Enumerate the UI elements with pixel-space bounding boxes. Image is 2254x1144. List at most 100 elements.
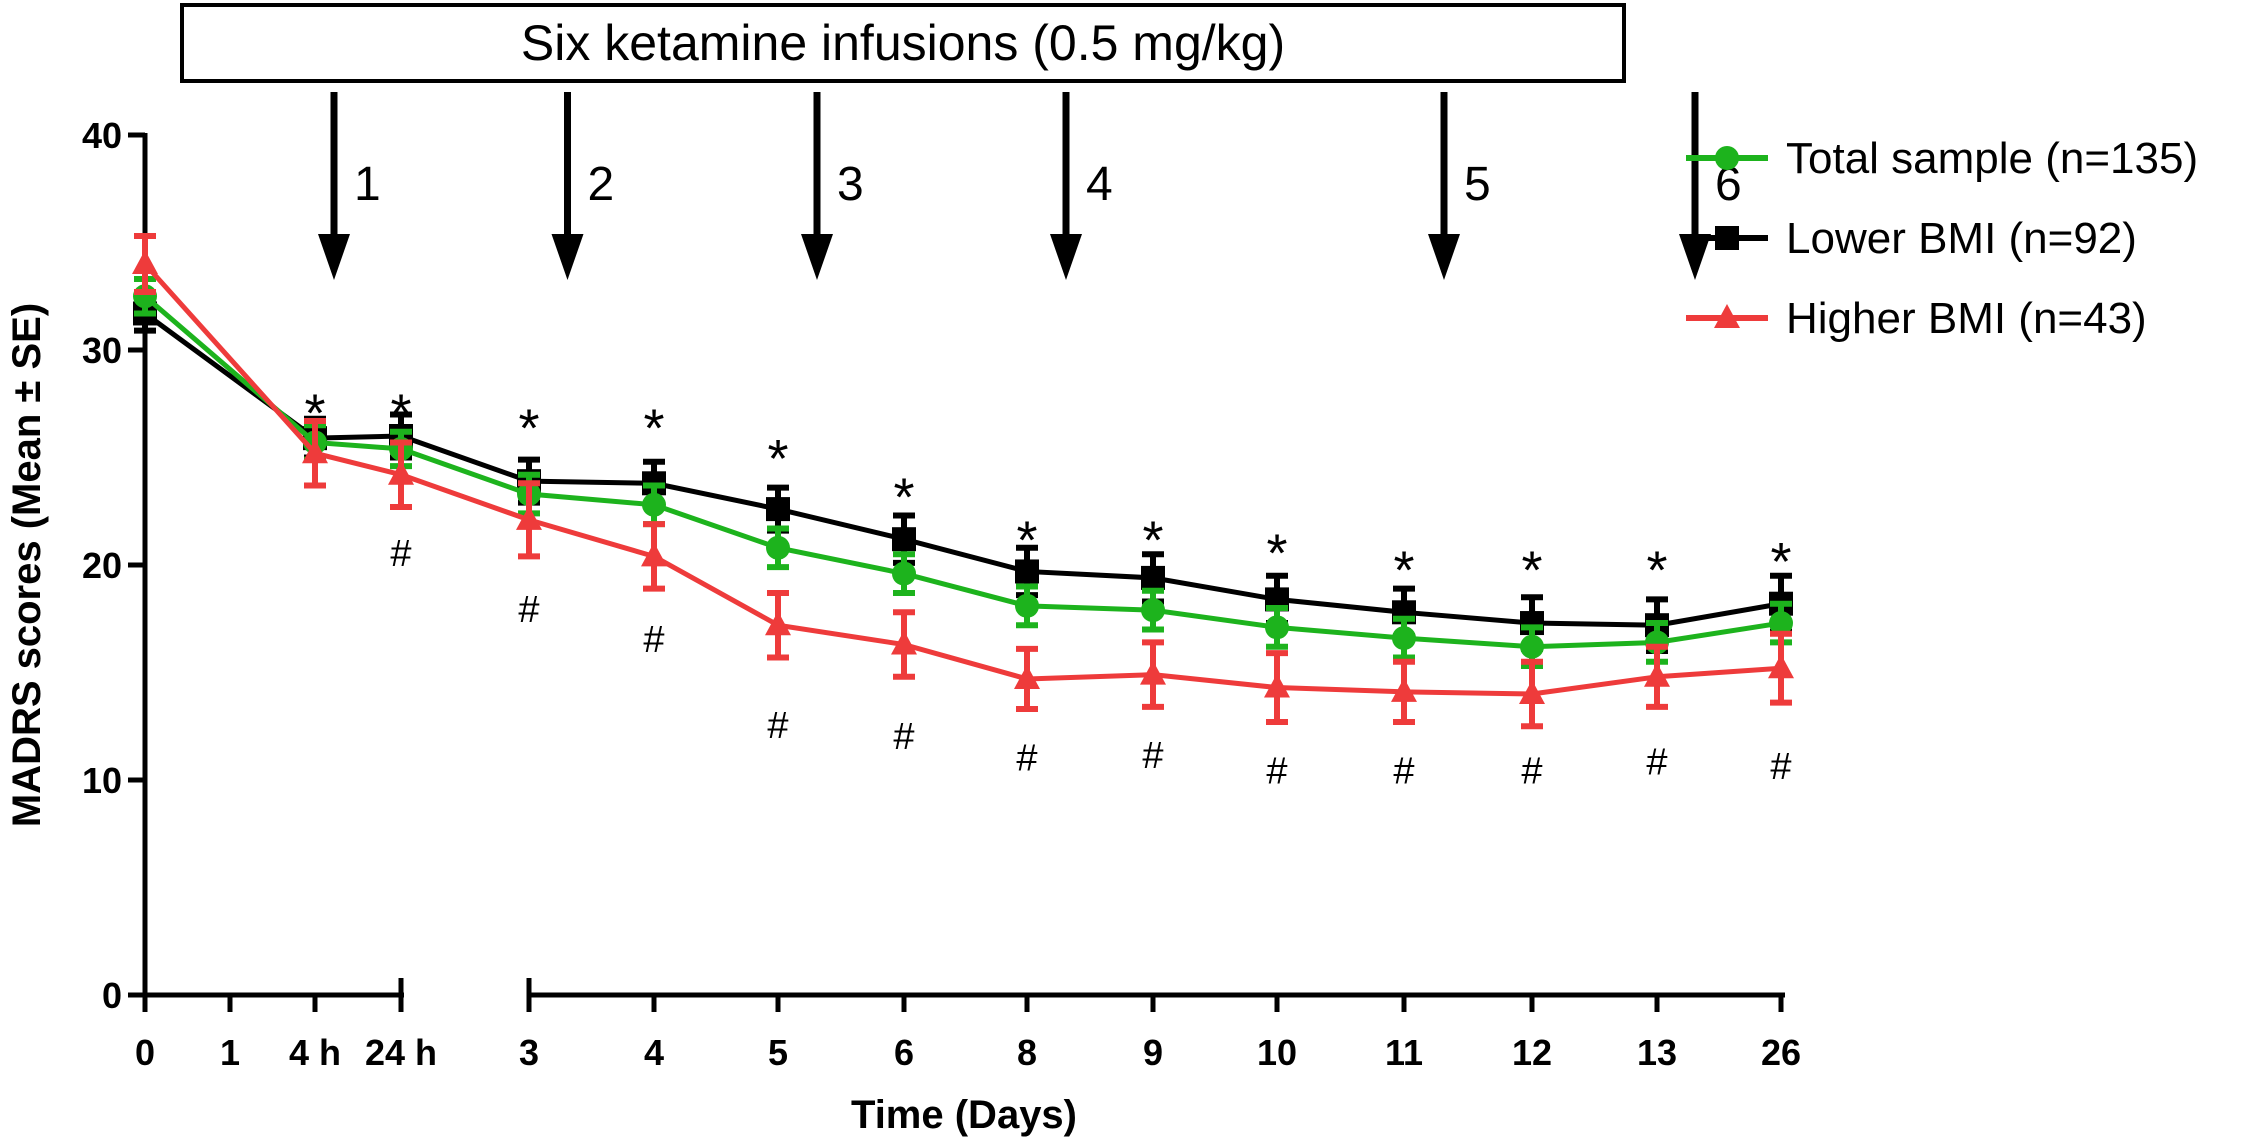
data-point xyxy=(1015,559,1039,584)
infusion-arrow-head xyxy=(551,234,584,280)
significance-asterisk: * xyxy=(304,384,325,444)
significance-hash: # xyxy=(1770,746,1791,788)
y-ticks: 0 10 20 30 40 xyxy=(82,115,145,1016)
data-point xyxy=(132,250,158,274)
significance-hash: # xyxy=(1521,750,1542,792)
data-point xyxy=(642,492,666,517)
series-circle xyxy=(133,276,1793,670)
significance-hash: # xyxy=(1142,735,1163,777)
legend-label: Lower BMI (n=92) xyxy=(1786,214,2137,263)
x-tick-label: 13 xyxy=(1637,1032,1677,1073)
data-point xyxy=(1769,611,1793,636)
series-line xyxy=(143,311,1782,628)
data-point xyxy=(1519,680,1545,704)
x-axis-title: Time (Days) xyxy=(851,1093,1077,1137)
significance-hash: # xyxy=(518,589,539,631)
data-point xyxy=(892,561,916,586)
data-point xyxy=(1768,654,1794,679)
x-tick-label: 4 xyxy=(644,1032,664,1073)
data-series xyxy=(132,233,1794,730)
x-tick-label: 5 xyxy=(768,1032,788,1073)
series-line xyxy=(143,294,1782,650)
significance-hash: # xyxy=(643,619,664,661)
data-point xyxy=(1015,593,1039,618)
series-line xyxy=(143,262,1782,697)
data-point xyxy=(302,439,328,464)
significance-asterisk: * xyxy=(1393,541,1414,601)
significance-hash: # xyxy=(1266,750,1287,792)
data-point xyxy=(1391,677,1417,702)
x-tick-label: 24 h xyxy=(365,1032,437,1073)
infusion-banner-text: Six ketamine infusions (0.5 mg/kg) xyxy=(521,15,1285,71)
data-point xyxy=(1014,664,1040,689)
significance-markers: * * * * * * * * * * * * * # # # # # # # # # # # # xyxy=(304,384,1791,793)
infusion-arrow-head xyxy=(1428,234,1460,280)
x-tick-label: 26 xyxy=(1761,1032,1801,1073)
significance-asterisk: * xyxy=(1521,541,1542,601)
significance-asterisk: * xyxy=(1646,541,1667,601)
significance-asterisk: * xyxy=(1770,532,1791,592)
significance-hash: # xyxy=(1393,750,1414,792)
y-tick-label: 0 xyxy=(102,975,122,1016)
x-tick-label: 9 xyxy=(1143,1032,1163,1073)
data-point xyxy=(892,527,916,552)
infusion-arrow-head xyxy=(1050,234,1082,280)
y-tick-label: 30 xyxy=(82,330,122,371)
data-point xyxy=(388,460,414,485)
data-point xyxy=(641,542,667,567)
series-triangle xyxy=(132,233,1794,730)
data-point xyxy=(765,611,791,636)
data-point xyxy=(1392,626,1416,651)
data-point xyxy=(891,630,917,655)
infusion-banner-box xyxy=(180,3,1626,83)
x-tick-label: 0 xyxy=(135,1032,155,1073)
x-tick-label: 1 xyxy=(220,1032,240,1073)
y-tick-label: 20 xyxy=(82,545,122,586)
infusion-arrow-head xyxy=(1679,234,1711,280)
data-point xyxy=(1644,662,1670,687)
data-point xyxy=(766,535,790,560)
significance-asterisk: * xyxy=(893,467,914,527)
data-point xyxy=(1141,598,1165,623)
legend-marker xyxy=(1715,226,1739,250)
significance-hash: # xyxy=(767,705,788,747)
x-tick-label: 12 xyxy=(1512,1032,1552,1073)
y-tick-label: 40 xyxy=(82,115,122,156)
data-point xyxy=(766,497,790,522)
y-axis-title: MADRS scores (Mean ± SE) xyxy=(5,303,49,827)
legend-label: Higher BMI (n=43) xyxy=(1786,294,2147,343)
data-point xyxy=(1264,673,1290,698)
x-tick-label: 4 h xyxy=(289,1032,341,1073)
x-tick-label: 6 xyxy=(894,1032,914,1073)
significance-asterisk: * xyxy=(390,384,411,444)
series-square xyxy=(133,293,1793,654)
infusion-number-label: 4 xyxy=(1086,158,1113,211)
significance-hash: # xyxy=(1646,742,1667,784)
significance-hash: # xyxy=(893,716,914,758)
data-point xyxy=(516,505,542,530)
significance-asterisk: * xyxy=(1266,523,1287,583)
significance-hash: # xyxy=(1016,737,1037,779)
data-point xyxy=(1520,634,1544,659)
x-tick-label: 3 xyxy=(519,1032,539,1073)
infusion-arrow-head xyxy=(318,234,350,280)
x-ticks: 0 1 4 h 24 h 3 4 5 6 8 9 10 11 12 13 26 xyxy=(135,978,1801,1073)
x-tick-label: 11 xyxy=(1385,1032,1423,1073)
infusion-number-label: 2 xyxy=(588,158,615,211)
infusion-number-label: 1 xyxy=(354,158,381,211)
x-tick-label: 8 xyxy=(1017,1032,1037,1073)
significance-asterisk: * xyxy=(643,399,664,459)
legend-marker xyxy=(1715,146,1739,170)
data-point xyxy=(1140,660,1166,685)
significance-asterisk: * xyxy=(767,429,788,489)
infusion-number-label: 5 xyxy=(1464,158,1491,211)
data-point xyxy=(1265,615,1289,640)
y-tick-label: 10 xyxy=(82,760,122,801)
legend-marker xyxy=(1714,304,1740,328)
significance-asterisk: * xyxy=(1142,510,1163,570)
legend-label: Total sample (n=135) xyxy=(1786,134,2198,183)
infusion-number-label: 3 xyxy=(837,158,864,211)
significance-hash: # xyxy=(390,533,411,575)
